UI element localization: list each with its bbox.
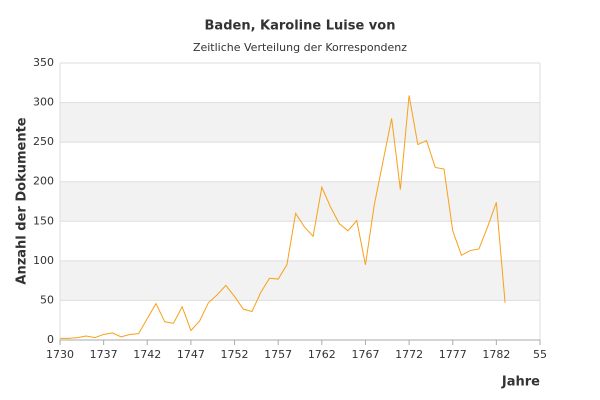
data-line bbox=[60, 95, 506, 339]
y-tick-label: 300 bbox=[33, 96, 54, 109]
y-tick-label: 100 bbox=[33, 254, 54, 267]
chart-subtitle: Zeitliche Verteilung der Korrespondenz bbox=[193, 41, 407, 54]
y-axis-title: Anzahl der Dokumente bbox=[15, 117, 30, 284]
y-tick-label: 150 bbox=[33, 214, 54, 227]
x-tick-label: 1762 bbox=[308, 348, 336, 361]
x-tick-label: 1757 bbox=[264, 348, 292, 361]
chart-title: Baden, Karoline Luise von bbox=[205, 19, 396, 34]
y-tick-label: 350 bbox=[33, 56, 54, 69]
x-tick-label: 1777 bbox=[439, 348, 467, 361]
x-tick-label: 1737 bbox=[90, 348, 118, 361]
x-tick-label: 1772 bbox=[395, 348, 423, 361]
x-tick-label: 55 bbox=[533, 348, 547, 361]
x-tick-label: 1742 bbox=[133, 348, 161, 361]
y-tick-label: 0 bbox=[47, 333, 54, 346]
x-tick-label: 1730 bbox=[46, 348, 74, 361]
x-tick-label: 1747 bbox=[177, 348, 205, 361]
x-tick-label: 1782 bbox=[482, 348, 510, 361]
y-tick-label: 50 bbox=[40, 293, 54, 306]
x-tick-label: 1752 bbox=[221, 348, 249, 361]
y-tick-label: 200 bbox=[33, 175, 54, 188]
grid-band bbox=[60, 260, 540, 301]
x-tick-label: 1767 bbox=[351, 348, 379, 361]
x-axis-title: Jahre bbox=[501, 375, 540, 390]
grid-band bbox=[60, 102, 540, 143]
grid-band bbox=[60, 181, 540, 222]
y-tick-label: 250 bbox=[33, 135, 54, 148]
